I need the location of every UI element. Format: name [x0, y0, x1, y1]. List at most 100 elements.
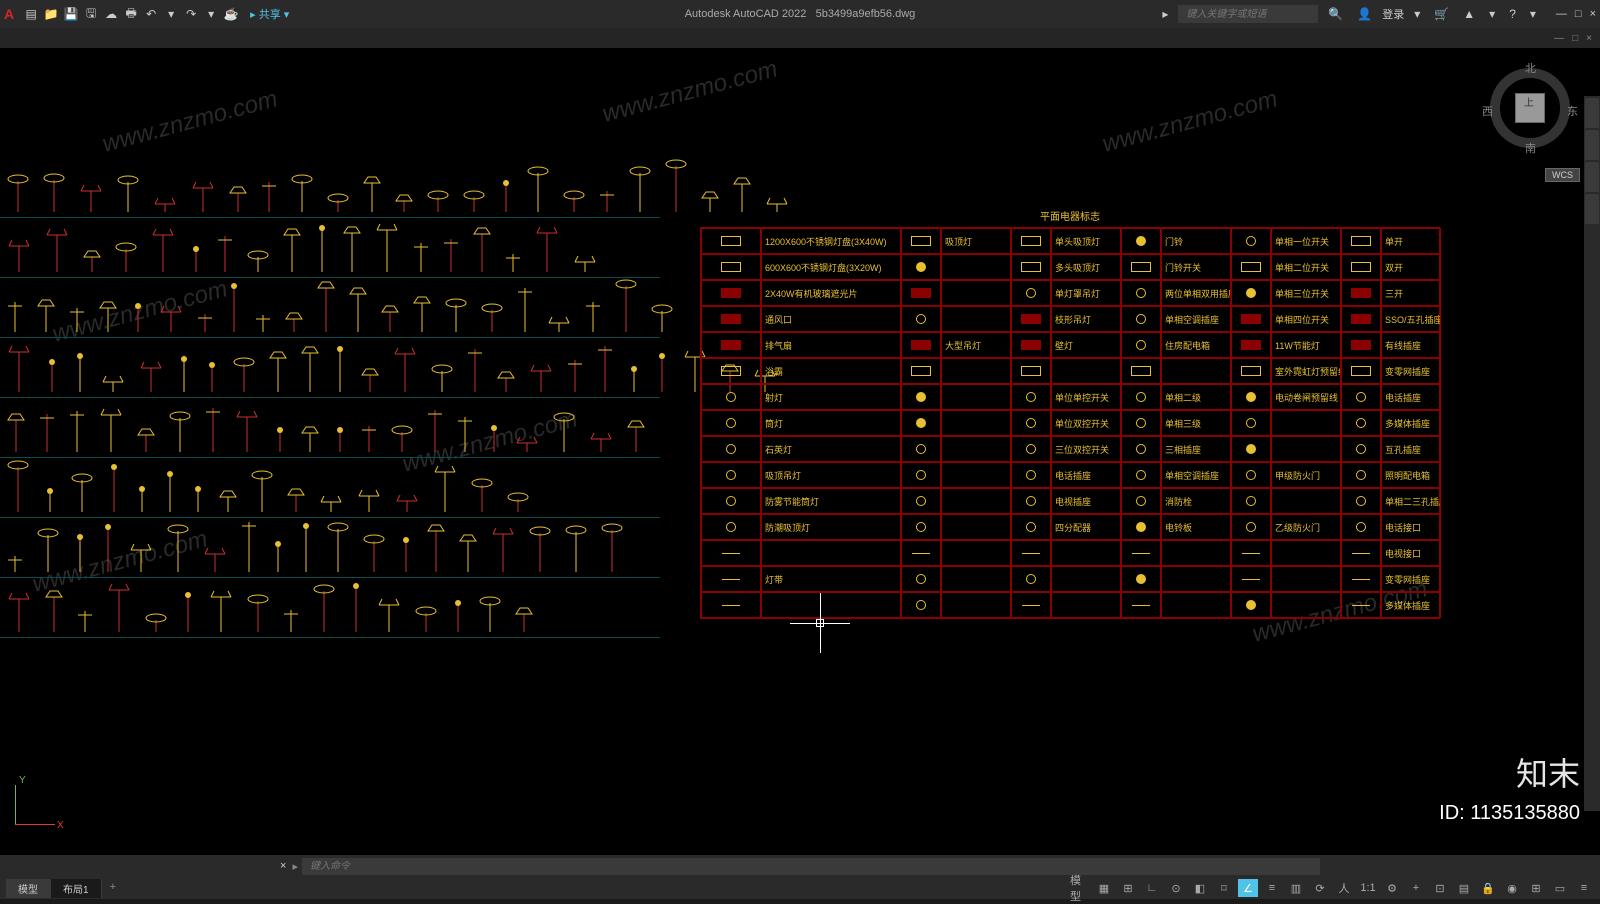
legend-cell [701, 410, 761, 436]
dropdown-icon[interactable]: ▾ [1410, 7, 1424, 21]
tab-add-button[interactable]: + [102, 879, 124, 898]
light-symbol [424, 521, 448, 575]
tab-layout1[interactable]: 布局1 [51, 879, 102, 898]
legend-cell: 单头吸顶灯 [1051, 228, 1121, 254]
share-button[interactable]: ▸ 共享 ▾ [250, 6, 289, 22]
light-symbol [200, 542, 230, 575]
command-input[interactable] [302, 858, 1320, 875]
osnap-icon[interactable]: ⌑ [1214, 879, 1234, 897]
search-input[interactable] [1178, 5, 1318, 23]
search-arrow-icon[interactable]: ▸ [1158, 7, 1172, 21]
workspace-icon[interactable]: ⚙ [1382, 879, 1402, 897]
scale-icon[interactable]: 1:1 [1358, 879, 1378, 897]
viewcube-north[interactable]: 北 [1525, 60, 1536, 76]
tab-model[interactable]: 模型 [6, 879, 51, 898]
model-label[interactable]: 模型 [1070, 879, 1090, 897]
grid-icon[interactable]: ▦ [1094, 879, 1114, 897]
wcs-badge[interactable]: WCS [1545, 168, 1580, 182]
light-symbol [216, 487, 240, 515]
isolate-icon[interactable]: ◉ [1502, 879, 1522, 897]
otrack-icon[interactable]: ∠ [1238, 879, 1258, 897]
cleanscreen-icon[interactable]: ▭ [1550, 879, 1570, 897]
cart-icon[interactable]: 🛒 [1430, 7, 1453, 21]
lineweight-icon[interactable]: ≡ [1262, 879, 1282, 897]
legend-cell [1011, 592, 1051, 618]
legend-cell [701, 280, 761, 306]
doc-minimize-button[interactable]: — [1554, 33, 1564, 44]
close-button[interactable]: × [1590, 8, 1596, 20]
lock-icon[interactable]: 🔒 [1478, 879, 1498, 897]
maximize-button[interactable]: □ [1575, 8, 1582, 20]
light-symbol [440, 235, 462, 275]
viewcube-top[interactable]: 上 [1515, 93, 1545, 123]
legend-cell: 电动卷闸预留线 [1271, 384, 1341, 410]
new-icon[interactable]: ▤ [22, 5, 40, 23]
customize-icon[interactable]: ≡ [1574, 879, 1594, 897]
legend-cell: 600X600不锈钢灯盘(3X20W) [761, 254, 901, 280]
units-icon[interactable]: ⊡ [1430, 879, 1450, 897]
legend-cell: 通风口 [761, 306, 901, 332]
dropdown3-icon[interactable]: ▾ [1526, 7, 1540, 21]
hardware-icon[interactable]: ⊞ [1526, 879, 1546, 897]
viewcube-south[interactable]: 南 [1525, 140, 1536, 156]
nav-zoom-icon[interactable] [1585, 162, 1599, 192]
nav-wheel-icon[interactable] [1585, 98, 1599, 128]
legend-cell [1231, 462, 1271, 488]
dropdown2-icon[interactable]: ▾ [1485, 7, 1499, 21]
redo-dropdown-icon[interactable]: ▾ [202, 5, 220, 23]
redo-icon[interactable]: ↷ [182, 5, 200, 23]
legend-cell: 电话接口 [1381, 514, 1441, 540]
light-symbol [470, 224, 494, 275]
light-symbol [202, 361, 222, 395]
cycling-icon[interactable]: ⟳ [1310, 879, 1330, 897]
light-symbol [586, 427, 616, 455]
annotation-icon[interactable]: 人 [1334, 879, 1354, 897]
light-symbol [330, 426, 350, 455]
drawing-canvas[interactable]: www.znzmo.com www.znzmo.com www.znzmo.co… [0, 48, 1600, 855]
open-icon[interactable]: 📁 [42, 5, 60, 23]
quickprop-icon[interactable]: ▤ [1454, 879, 1474, 897]
legend-cell: 门铃开关 [1161, 254, 1231, 280]
saveas-icon[interactable]: 🖫 [82, 5, 100, 23]
login-button[interactable]: 登录 [1382, 6, 1404, 22]
viewcube-east[interactable]: 东 [1567, 103, 1578, 119]
legend-cell: 灯带 [761, 566, 901, 592]
light-symbol [314, 278, 338, 335]
isodraft-icon[interactable]: ◧ [1190, 879, 1210, 897]
search-icon[interactable]: 🔍 [1324, 7, 1347, 21]
help-icon[interactable]: ? [1505, 7, 1520, 21]
doc-close-button[interactable]: × [1586, 33, 1592, 44]
light-symbol [288, 173, 316, 215]
light-symbol [532, 221, 562, 275]
minimize-button[interactable]: — [1556, 8, 1567, 20]
doc-maximize-button[interactable]: □ [1572, 33, 1578, 44]
annomonitor-icon[interactable]: + [1406, 879, 1426, 897]
legend-cell [1121, 592, 1161, 618]
ortho-icon[interactable]: ∟ [1142, 879, 1162, 897]
autodesk-icon[interactable]: ▲ [1459, 7, 1479, 21]
teapot-icon[interactable]: ☕ [222, 5, 240, 23]
undo-dropdown-icon[interactable]: ▾ [162, 5, 180, 23]
user-icon[interactable]: 👤 [1353, 7, 1376, 21]
nav-pan-icon[interactable] [1585, 130, 1599, 160]
legend-cell [1121, 462, 1161, 488]
undo-icon[interactable]: ↶ [142, 5, 160, 23]
light-symbol [478, 302, 506, 335]
save-icon[interactable]: 💾 [62, 5, 80, 23]
polar-icon[interactable]: ⊙ [1166, 879, 1186, 897]
window-controls: — □ × [1556, 8, 1596, 20]
legend-cell [1121, 280, 1161, 306]
viewcube[interactable]: 上 北 南 东 西 [1480, 58, 1580, 158]
web-icon[interactable]: ☁ [102, 5, 120, 23]
legend-cell [901, 254, 941, 280]
plot-icon[interactable]: 🖶 [122, 5, 140, 23]
light-symbol [142, 612, 170, 635]
snap-icon[interactable]: ⊞ [1118, 879, 1138, 897]
viewcube-west[interactable]: 西 [1482, 103, 1493, 119]
cmd-close-icon[interactable]: × [280, 860, 286, 872]
light-symbol [392, 191, 416, 215]
nav-orbit-icon[interactable] [1585, 194, 1599, 224]
light-symbol [160, 470, 180, 515]
legend-cell [1051, 566, 1121, 592]
transparency-icon[interactable]: ▥ [1286, 879, 1306, 897]
